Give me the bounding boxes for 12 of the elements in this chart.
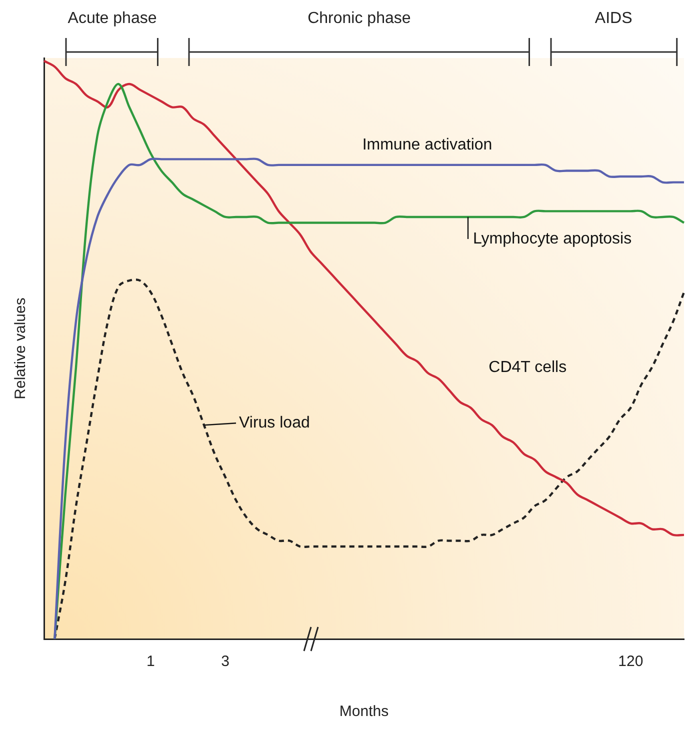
series-label: Immune activation — [362, 136, 492, 154]
x-tick-label: 120 — [618, 653, 644, 670]
series-label: Virus load — [239, 414, 310, 432]
text: AIDS — [594, 10, 634, 28]
series-label: Lymphocyte apoptosis — [473, 230, 632, 248]
x-tick-label: 3 — [221, 653, 230, 670]
x-axis-title: Months — [339, 703, 389, 720]
text: Acute phase — [66, 10, 158, 28]
text: CD4T cells — [488, 359, 567, 376]
text: Chronic phase — [306, 10, 412, 28]
y-axis-title: Relative values — [12, 298, 30, 400]
x-tick-label: 1 — [146, 653, 155, 670]
